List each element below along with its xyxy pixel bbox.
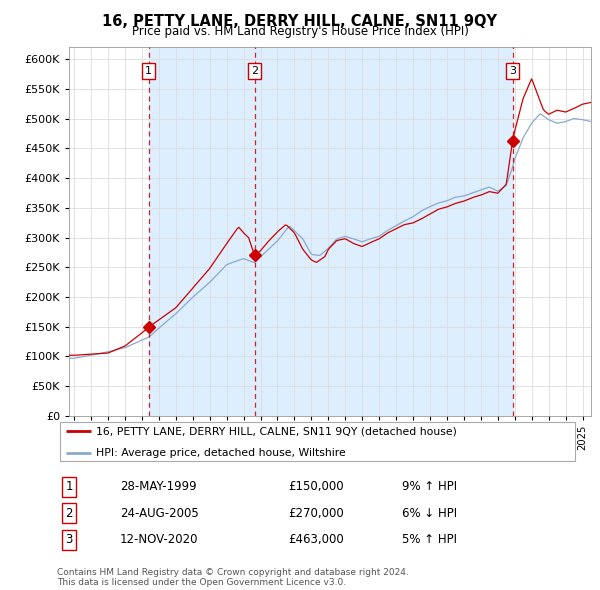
Text: £150,000: £150,000 — [288, 480, 344, 493]
Text: 2: 2 — [251, 66, 258, 76]
Text: HPI: Average price, detached house, Wiltshire: HPI: Average price, detached house, Wilt… — [96, 448, 346, 457]
Text: 1: 1 — [145, 66, 152, 76]
Text: 6% ↓ HPI: 6% ↓ HPI — [402, 507, 457, 520]
Text: 16, PETTY LANE, DERRY HILL, CALNE, SN11 9QY (detached house): 16, PETTY LANE, DERRY HILL, CALNE, SN11 … — [96, 427, 457, 436]
Text: 3: 3 — [65, 533, 73, 546]
Bar — [149, 47, 254, 416]
Text: 24-AUG-2005: 24-AUG-2005 — [120, 507, 199, 520]
Text: Contains HM Land Registry data © Crown copyright and database right 2024.
This d: Contains HM Land Registry data © Crown c… — [57, 568, 409, 587]
Text: 9% ↑ HPI: 9% ↑ HPI — [402, 480, 457, 493]
Bar — [254, 47, 512, 416]
Text: £463,000: £463,000 — [288, 533, 344, 546]
FancyBboxPatch shape — [59, 422, 575, 461]
Text: 2: 2 — [65, 507, 73, 520]
Text: 3: 3 — [509, 66, 516, 76]
Text: 5% ↑ HPI: 5% ↑ HPI — [402, 533, 457, 546]
Text: 12-NOV-2020: 12-NOV-2020 — [120, 533, 199, 546]
Text: £270,000: £270,000 — [288, 507, 344, 520]
Text: 28-MAY-1999: 28-MAY-1999 — [120, 480, 197, 493]
Text: Price paid vs. HM Land Registry's House Price Index (HPI): Price paid vs. HM Land Registry's House … — [131, 25, 469, 38]
Text: 1: 1 — [65, 480, 73, 493]
Text: 16, PETTY LANE, DERRY HILL, CALNE, SN11 9QY: 16, PETTY LANE, DERRY HILL, CALNE, SN11 … — [103, 14, 497, 28]
